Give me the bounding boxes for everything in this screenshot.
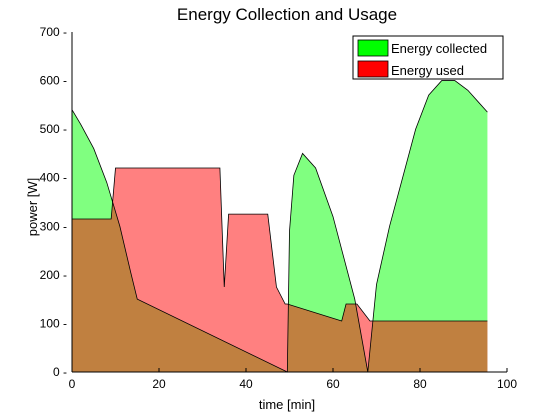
y-tick-label: 400 - (40, 171, 67, 185)
x-axis-title: time [min] (259, 397, 315, 412)
x-tick-label: 80 (413, 377, 427, 391)
y-tick-label: 0 - (53, 365, 67, 379)
series-energy-collected-line (71, 80, 488, 373)
x-tick-label: 60 (326, 377, 340, 391)
plot-area (71, 80, 488, 373)
legend-label-energy-collected: Energy collected (391, 41, 487, 56)
legend-label-energy-used: Energy used (391, 63, 464, 78)
y-tick-label: 200 - (40, 268, 67, 282)
y-tick-label: 100 - (40, 316, 67, 330)
y-tick-label: 300 - (40, 219, 67, 233)
y-tick-label: 500 - (40, 122, 67, 136)
y-tick-label: 700 - (40, 25, 67, 39)
x-tick-label: 20 (152, 377, 166, 391)
series-energy-used-line (72, 167, 488, 322)
y-tick-label: 600 - (40, 74, 67, 88)
axes: 0 20 40 60 80 100 0 - 100 - 200 - 300 - 400 - 500 -… (40, 25, 518, 391)
x-tick-label: 40 (239, 377, 253, 391)
legend: Energy collected Energy used (352, 35, 504, 80)
series-energy-collected-area (72, 80, 488, 373)
y-axis-title: power [W] (25, 178, 40, 237)
x-tick-label: 0 (69, 377, 76, 391)
legend-swatch-energy-used (357, 60, 389, 78)
legend-swatch-energy-collected (357, 39, 389, 57)
chart-title: Energy Collection and Usage (177, 5, 397, 24)
x-tick-label: 100 (497, 377, 517, 391)
